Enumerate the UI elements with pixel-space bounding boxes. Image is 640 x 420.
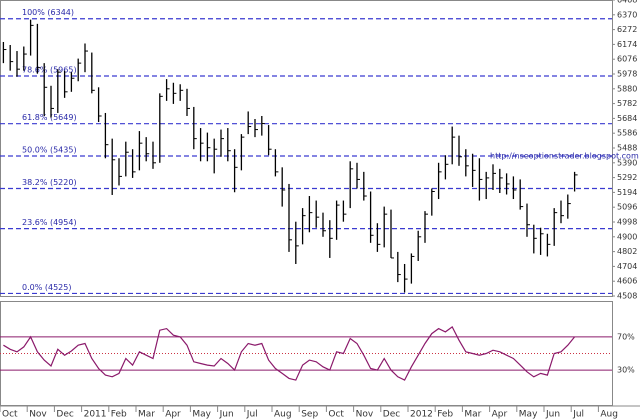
x-tick-label: Feb <box>437 410 453 420</box>
y-tick-label: 6272 <box>617 25 637 34</box>
y-tick-label: 6174 <box>617 40 637 49</box>
fib-label: 0.0% (4525) <box>22 283 71 292</box>
x-tick-label: Jul <box>246 410 258 420</box>
y-tick-label: 5292 <box>617 173 637 182</box>
x-tick-label: Apr <box>492 410 508 420</box>
x-tick-label: May <box>519 410 538 420</box>
rsi-line <box>3 325 576 381</box>
x-tick-label: Oct <box>2 410 18 420</box>
x-tick-label: 2012 <box>410 410 433 420</box>
fib-label: 50.0% (5435) <box>22 146 77 155</box>
y-tick-label: 6468 <box>617 0 637 5</box>
fib-label: 38.2% (5220) <box>22 178 77 187</box>
y-tick-label: 4998 <box>617 218 637 227</box>
y-tick-label: 5194 <box>617 188 637 197</box>
y-tick-label: 6370 <box>617 10 637 19</box>
x-tick-label: Sep <box>301 410 318 420</box>
x-tick-label: Aug <box>600 410 618 420</box>
x-tick-label: May <box>192 410 211 420</box>
fib-label: 61.8% (5649) <box>22 113 77 122</box>
fib-label: 23.6% (4954) <box>22 218 77 227</box>
y-tick-label: 4802 <box>617 247 637 256</box>
x-tick-label: 2011 <box>84 410 107 420</box>
y-tick-label: 5978 <box>617 70 637 79</box>
x-tick-label: Jun <box>219 410 234 420</box>
y-tick-label: 5096 <box>617 203 637 212</box>
y-tick-label: 6076 <box>617 55 637 64</box>
y-tick-label: 5488 <box>617 144 637 153</box>
y-tick-label: 4704 <box>617 262 637 271</box>
x-tick-label: Jun <box>545 410 560 420</box>
price-frame <box>0 0 613 297</box>
x-tick-label: Mar <box>464 410 481 420</box>
y-tick-label: 5880 <box>617 84 637 93</box>
x-tick-label: Oct <box>328 410 344 420</box>
y-tick-label: 5684 <box>617 114 637 123</box>
x-tick-label: Aug <box>274 410 292 420</box>
x-tick-label: Dec <box>383 410 400 420</box>
y-tick-label: 4508 <box>617 292 637 301</box>
x-tick-label: Mar <box>138 410 155 420</box>
x-tick-label: Dec <box>56 410 73 420</box>
x-tick-label: Feb <box>111 410 127 420</box>
x-tick-label: Apr <box>165 410 181 420</box>
fib-label: 78.6% (5965) <box>22 65 77 74</box>
y-tick-label: 70% <box>617 332 635 341</box>
y-tick-label: 5390 <box>617 158 637 167</box>
x-tick-label: Nov <box>29 410 47 420</box>
y-tick-label: 4900 <box>617 232 637 241</box>
fib-label: 100% (6344) <box>22 8 74 17</box>
y-tick-label: 5586 <box>617 129 637 138</box>
y-tick-label: 30% <box>617 366 635 375</box>
x-tick-label: Jul <box>572 410 584 420</box>
x-tick-label: Nov <box>356 410 374 420</box>
annotation: http://nseoptionstrader.blogspot.com <box>490 152 639 161</box>
y-tick-label: 4606 <box>617 277 637 286</box>
y-tick-label: 5782 <box>617 99 637 108</box>
